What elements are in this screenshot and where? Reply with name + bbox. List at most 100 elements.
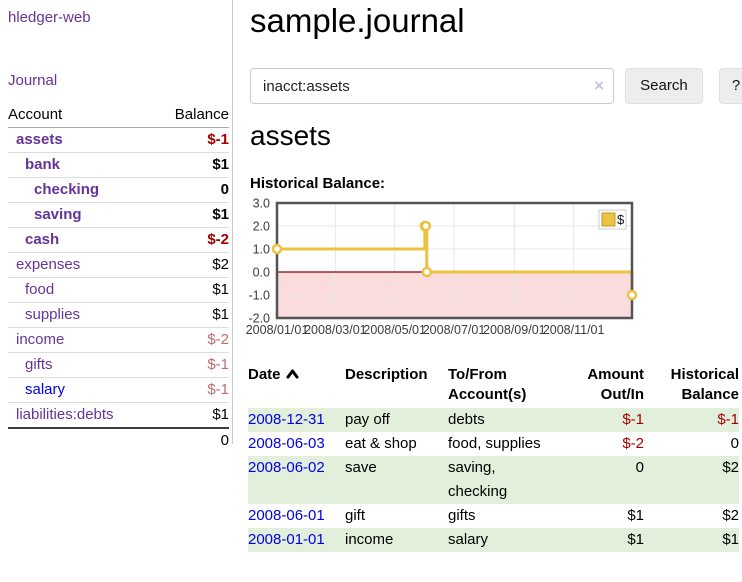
account-heading: assets: [250, 120, 331, 151]
account-link[interactable]: checking: [34, 181, 100, 198]
search-box: ×: [250, 68, 614, 104]
sidebar-item-journal[interactable]: Journal: [8, 72, 58, 89]
transaction-date-link[interactable]: 2008-12-31: [248, 411, 325, 428]
transaction-date-link[interactable]: 2008-01-01: [248, 531, 325, 548]
account-row: checking 0: [8, 177, 229, 203]
chart-legend: $: [598, 209, 627, 230]
svg-text:2.0: 2.0: [253, 220, 270, 234]
account-link[interactable]: income: [16, 331, 65, 348]
balance-chart: 3.0 2.0 1.0 0.0 -1.0 -2.0 2008/01/01 2008/03/01…: [242, 196, 638, 342]
svg-text:2008/09/01: 2008/09/01: [483, 323, 546, 337]
account-balance: $2: [154, 252, 229, 278]
register-header-amount: Amount Out/In: [587, 366, 644, 403]
search-row: × Search ?: [250, 68, 742, 104]
transaction-amount: $-2: [622, 435, 644, 452]
register-header-row: Date Description To/From Account(s) Amou…: [248, 362, 739, 408]
chart-title: Historical Balance:: [250, 175, 386, 192]
account-link[interactable]: food: [25, 281, 55, 298]
account-row: salary $-1: [8, 377, 229, 403]
account-balance: $1: [154, 202, 229, 228]
register-header-balance: Historical Balance: [670, 366, 739, 403]
transaction-accounts: gifts: [448, 507, 476, 524]
transaction-amount: $1: [627, 531, 644, 548]
account-row: expenses $2: [8, 252, 229, 278]
transaction-description: eat & shop: [345, 435, 417, 452]
transaction-date-link[interactable]: 2008-06-01: [248, 507, 325, 524]
accounts-table: Account Balance assets $-1 bank $1 checking 0…: [8, 103, 229, 453]
accounts-total-row: 0: [8, 427, 229, 453]
transaction-description: income: [345, 531, 394, 548]
account-row: saving $1: [8, 202, 229, 228]
account-link[interactable]: bank: [25, 156, 61, 173]
account-balance: $-2: [154, 227, 229, 253]
account-row: liabilities:debts $1: [8, 402, 229, 428]
account-balance: $-1: [154, 377, 229, 403]
transaction-accounts: food, supplies: [448, 435, 541, 452]
transaction-date-link[interactable]: 2008-06-02: [248, 459, 325, 476]
svg-text:2008/11/01: 2008/11/01: [543, 323, 605, 337]
accounts-total-value: 0: [154, 427, 229, 453]
account-link[interactable]: supplies: [25, 306, 81, 323]
app-brand-link[interactable]: hledger-web: [8, 9, 91, 26]
svg-text:-2.0: -2.0: [248, 312, 270, 326]
account-row: cash $-2: [8, 227, 229, 253]
account-balance: $1: [154, 152, 229, 178]
transaction-accounts: debts: [448, 411, 485, 428]
transaction-balance: $-1: [717, 411, 739, 428]
transaction-amount: $1: [627, 507, 644, 524]
transaction-description: save: [345, 459, 377, 476]
main-content: sample.journal × Search ? assets Histori…: [246, 0, 742, 582]
transaction-description: gift: [345, 507, 366, 524]
account-link[interactable]: salary: [25, 381, 66, 398]
svg-text:3.0: 3.0: [253, 197, 270, 211]
register-row: 2008-06-02 save saving, checking 0 $2: [248, 456, 739, 504]
search-input[interactable]: [250, 68, 614, 104]
accounts-header-balance: Balance: [154, 103, 229, 128]
svg-text:1.0: 1.0: [253, 243, 270, 257]
account-link[interactable]: liabilities:debts: [16, 406, 114, 423]
transaction-balance: 0: [730, 435, 739, 452]
account-balance: $-2: [154, 327, 229, 353]
account-balance: $1: [154, 277, 229, 303]
transaction-balance: $1: [722, 531, 739, 548]
transaction-date-link[interactable]: 2008-06-03: [248, 435, 325, 452]
transaction-balance: $2: [722, 459, 739, 476]
search-button[interactable]: Search: [625, 68, 703, 104]
register-header-description: Description: [345, 366, 428, 383]
account-balance: $1: [154, 402, 229, 428]
account-balance: $-1: [154, 352, 229, 378]
sort-ascending-icon: [286, 365, 299, 385]
accounts-header-row: Account Balance: [8, 103, 229, 128]
transaction-accounts: saving, checking: [448, 459, 508, 500]
account-balance: $1: [154, 302, 229, 328]
account-link[interactable]: gifts: [25, 356, 53, 373]
transaction-description: pay off: [345, 411, 390, 428]
svg-text:2008/03/01: 2008/03/01: [304, 323, 367, 337]
account-link[interactable]: expenses: [16, 256, 81, 273]
svg-text:2008/05/01: 2008/05/01: [363, 323, 426, 337]
transaction-accounts: salary: [448, 531, 489, 548]
clear-search-icon[interactable]: ×: [594, 76, 604, 95]
accounts-table-body: assets $-1 bank $1 checking 0 saving $1 cash $-2 e…: [8, 128, 229, 428]
account-balance: $-1: [207, 131, 229, 148]
sidebar-divider: [232, 0, 233, 444]
register-row: 2008-06-01 gift gifts $1 $2: [248, 504, 739, 528]
legend-label: $: [617, 212, 625, 227]
transaction-amount: $-1: [622, 411, 644, 428]
svg-text:0.0: 0.0: [253, 266, 270, 280]
account-balance: 0: [154, 177, 229, 203]
account-row: income $-2: [8, 327, 229, 353]
account-link[interactable]: saving: [34, 206, 82, 223]
account-row: gifts $-1: [8, 352, 229, 378]
register-header-date[interactable]: Date: [248, 362, 345, 408]
account-row: bank $1: [8, 152, 229, 178]
account-row: food $1: [8, 277, 229, 303]
balance-chart-svg: 3.0 2.0 1.0 0.0 -1.0 -2.02008/01/012008/03/01…: [246, 197, 638, 337]
accounts-header-account: Account: [8, 103, 154, 128]
account-link[interactable]: cash: [25, 231, 60, 248]
svg-text:2008/07/01: 2008/07/01: [423, 323, 486, 337]
page-title: sample.journal: [250, 2, 465, 39]
account-link[interactable]: assets: [16, 131, 63, 148]
help-button[interactable]: ?: [718, 68, 742, 104]
account-row: supplies $1: [8, 302, 229, 328]
